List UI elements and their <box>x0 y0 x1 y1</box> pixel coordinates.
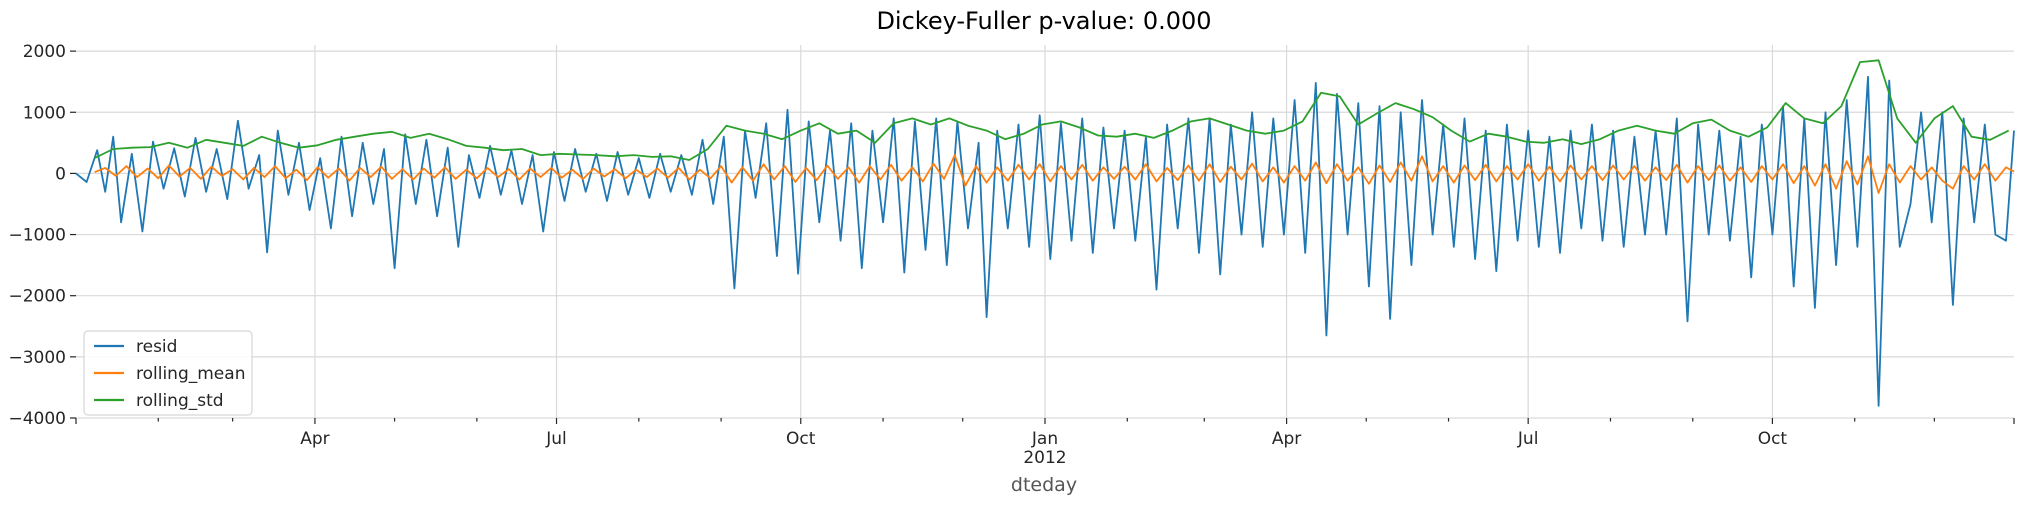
series-line-rolling-std <box>94 59 2010 161</box>
x-axis-label: dteday <box>1011 474 1077 496</box>
series-line-resid <box>75 75 2015 407</box>
chart-title: Dickey-Fuller p-value: 0.000 <box>876 7 1211 35</box>
legend-label: resid <box>136 337 177 357</box>
x-tick-label: Apr <box>300 429 329 449</box>
x-tick-label: Jul <box>545 429 567 449</box>
x-year-label: 2012 <box>1023 448 1066 468</box>
legend-label: rolling_mean <box>136 364 245 384</box>
legend: resid rolling_mean rolling_std <box>83 330 253 416</box>
x-tick-label: Jan <box>1031 429 1058 449</box>
y-tick-label: −4000 <box>8 409 66 429</box>
legend-label: rolling_std <box>136 391 224 411</box>
y-tick-label: 1000 <box>23 103 66 123</box>
axes: 2000 1000 0 −1000 −2000 −3000 −4000 Apr Jul Oct Ja… <box>8 42 2015 468</box>
x-tick-label: Apr <box>1272 429 1301 449</box>
legend-box <box>83 330 253 416</box>
y-tick-label: −2000 <box>8 287 66 307</box>
x-tick-label: Jul <box>1517 429 1539 449</box>
grid <box>76 45 2014 419</box>
series-line-rolling-mean <box>94 154 2015 194</box>
y-tick-label: 2000 <box>23 42 66 62</box>
x-tick-label: Oct <box>786 429 816 449</box>
y-tick-label: −1000 <box>8 226 66 246</box>
x-tick-label: Oct <box>1758 429 1788 449</box>
series-layer <box>75 59 2015 407</box>
y-tick-label: 0 <box>55 164 66 184</box>
y-tick-label: −3000 <box>8 348 66 368</box>
